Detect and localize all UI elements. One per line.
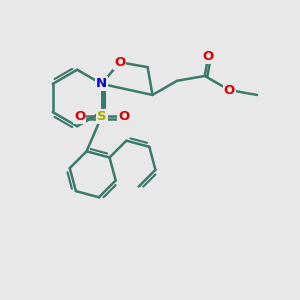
- Text: O: O: [224, 83, 235, 97]
- Text: O: O: [74, 110, 85, 123]
- Text: N: N: [96, 77, 107, 90]
- Text: S: S: [97, 110, 106, 123]
- Text: O: O: [118, 110, 129, 123]
- Text: O: O: [202, 50, 214, 63]
- Text: O: O: [114, 56, 125, 69]
